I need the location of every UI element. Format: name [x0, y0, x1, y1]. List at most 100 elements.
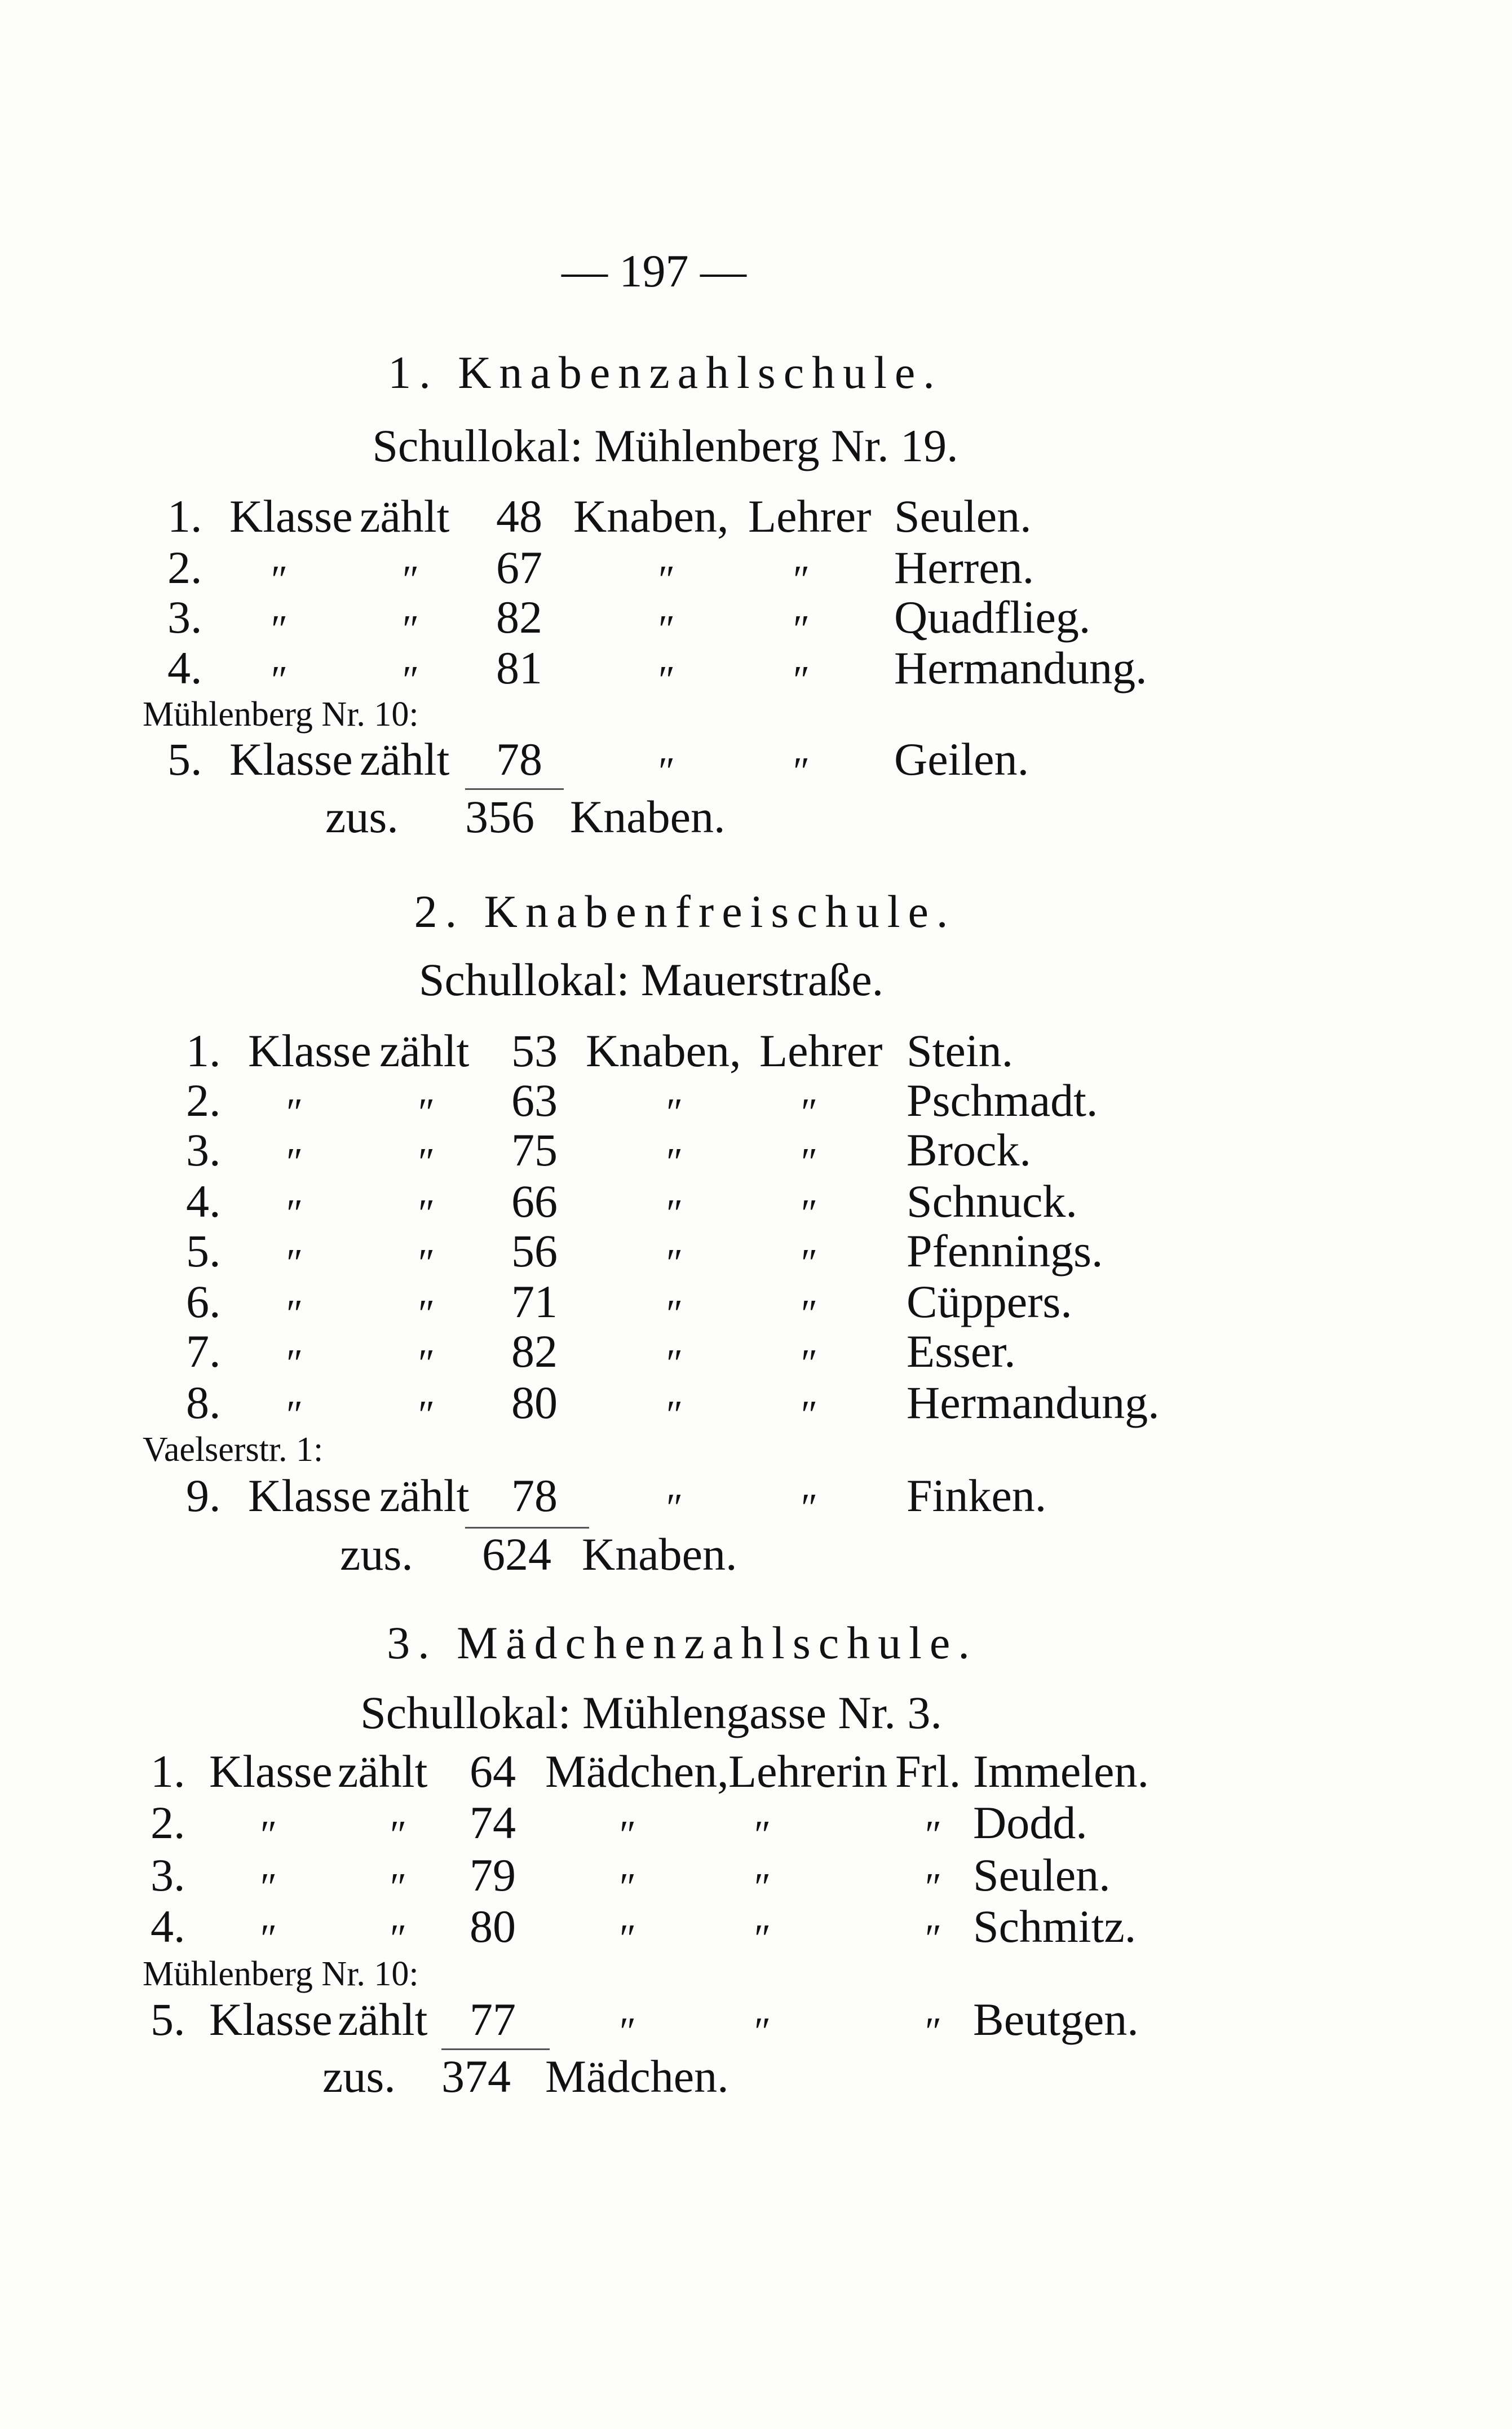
ditto-mark: ″ [925, 1813, 942, 1857]
ditto-mark: ″ [286, 1292, 303, 1336]
class-row-count: 53 [511, 1025, 558, 1076]
ditto-mark: ″ [754, 1813, 771, 1857]
class-row-name: Dodd. [973, 1797, 1087, 1848]
ditto-mark: ″ [925, 1866, 942, 1909]
ditto-mark: ″ [658, 659, 675, 702]
ditto-mark: ″ [286, 1342, 303, 1385]
sum-rule [465, 1527, 589, 1529]
total-count: 624 [482, 1529, 551, 1580]
class-row-count: 79 [470, 1849, 516, 1901]
class-row-klasse: Klasse [209, 1994, 333, 2045]
ditto-mark: ″ [801, 1091, 818, 1134]
total-unit: Knaben. [582, 1529, 737, 1580]
class-row-klasse: Klasse [248, 1025, 372, 1076]
annex-location-label: Vaelserstr. 1: [143, 1430, 324, 1469]
class-row-count: 82 [496, 591, 542, 643]
class-row-no: 4. [151, 1901, 185, 1952]
class-row-count: 81 [496, 642, 542, 694]
ditto-mark: ″ [666, 1292, 683, 1336]
class-row-name: Quadflieg. [894, 591, 1091, 643]
class-row-zaehlt: zählt [360, 491, 450, 542]
ditto-mark: ″ [801, 1393, 818, 1437]
ditto-mark: ″ [925, 1917, 942, 1960]
ditto-mark: ″ [271, 558, 288, 602]
section-title: 2. Knabenfreischule. [414, 886, 956, 937]
class-row-no: 3. [167, 591, 202, 643]
class-row-count: 67 [496, 542, 542, 593]
class-row-no: 4. [186, 1176, 221, 1227]
ditto-mark: ″ [286, 1393, 303, 1437]
class-row-name: Schmitz. [973, 1901, 1137, 1952]
class-row-no: 6. [186, 1276, 221, 1327]
class-row-name: Finken. [907, 1470, 1047, 1521]
ditto-mark: ″ [925, 2010, 942, 2053]
class-row-no: 3. [186, 1124, 221, 1176]
class-row-no: 5. [186, 1225, 221, 1277]
class-row-zaehlt: zählt [338, 1994, 428, 2045]
class-row-name: Herren. [894, 542, 1034, 593]
ditto-mark: ″ [801, 1192, 818, 1235]
class-row-klasse: Klasse [229, 491, 353, 542]
ditto-mark: ″ [666, 1393, 683, 1437]
ditto-mark: ″ [418, 1342, 435, 1385]
class-row-name: Geilen. [894, 734, 1029, 785]
total-label: zus. [322, 2051, 396, 2102]
class-row-zaehlt: zählt [379, 1025, 470, 1076]
class-row-name: Hermandung. [894, 642, 1147, 694]
ditto-mark: ″ [390, 1866, 407, 1909]
class-row-count: 78 [511, 1470, 558, 1521]
ditto-mark: ″ [793, 750, 810, 793]
sum-rule [441, 2048, 550, 2050]
ditto-mark: ″ [260, 1917, 277, 1960]
ditto-mark: ″ [801, 1141, 818, 1184]
class-row-count: 66 [511, 1176, 558, 1227]
class-row-name: Immelen. [973, 1746, 1149, 1797]
ditto-mark: ″ [658, 608, 675, 651]
ditto-mark: ″ [666, 1486, 683, 1530]
ditto-mark: ″ [418, 1393, 435, 1437]
class-row-name: Beutgen. [973, 1994, 1139, 2045]
ditto-mark: ″ [666, 1192, 683, 1235]
class-row-zaehlt: zählt [338, 1746, 428, 1797]
total-label: zus. [325, 791, 399, 842]
class-row-count: 80 [470, 1901, 516, 1952]
ditto-mark: ″ [390, 1917, 407, 1960]
class-row-name: Pschmadt. [907, 1075, 1098, 1126]
ditto-mark: ″ [666, 1141, 683, 1184]
ditto-mark: ″ [418, 1242, 435, 1285]
class-row-klasse: Klasse [209, 1746, 333, 1797]
total-unit: Knaben. [570, 791, 726, 842]
ditto-mark: ″ [754, 2010, 771, 2053]
class-row-klasse: Klasse [229, 734, 353, 785]
ditto-mark: ″ [271, 659, 288, 702]
annex-location-label: Mühlenberg Nr. 10: [143, 1955, 419, 1993]
ditto-mark: ″ [620, 2010, 636, 2053]
class-row-name: Seulen. [973, 1849, 1111, 1901]
class-row-no: 2. [151, 1797, 185, 1848]
class-row-group: Knaben, [573, 491, 729, 542]
class-row-count: 71 [511, 1276, 558, 1327]
class-row-no: 9. [186, 1470, 221, 1521]
total-count: 356 [465, 791, 534, 842]
class-row-name: Schnuck. [907, 1176, 1077, 1227]
ditto-mark: ″ [286, 1242, 303, 1285]
class-row-no: 2. [186, 1075, 221, 1126]
class-row-zaehlt: zählt [360, 734, 450, 785]
class-row-name: Seulen. [894, 491, 1032, 542]
class-row-count: 80 [511, 1377, 558, 1428]
class-row-count: 48 [496, 491, 542, 542]
class-row-count: 77 [470, 1994, 516, 2045]
ditto-mark: ″ [620, 1866, 636, 1909]
class-row-count: 63 [511, 1075, 558, 1126]
class-row-zaehlt: zählt [379, 1470, 470, 1521]
class-row-count: 64 [470, 1746, 516, 1797]
ditto-mark: ″ [658, 558, 675, 602]
school-location: Schullokal: Mauerstraße. [418, 954, 884, 1005]
ditto-mark: ″ [801, 1292, 818, 1336]
class-row-klasse: Klasse [248, 1470, 372, 1521]
ditto-mark: ″ [666, 1242, 683, 1285]
ditto-mark: ″ [260, 1866, 277, 1909]
ditto-mark: ″ [260, 1813, 277, 1857]
section-title: 1. Knabenzahlschule. [388, 347, 943, 398]
